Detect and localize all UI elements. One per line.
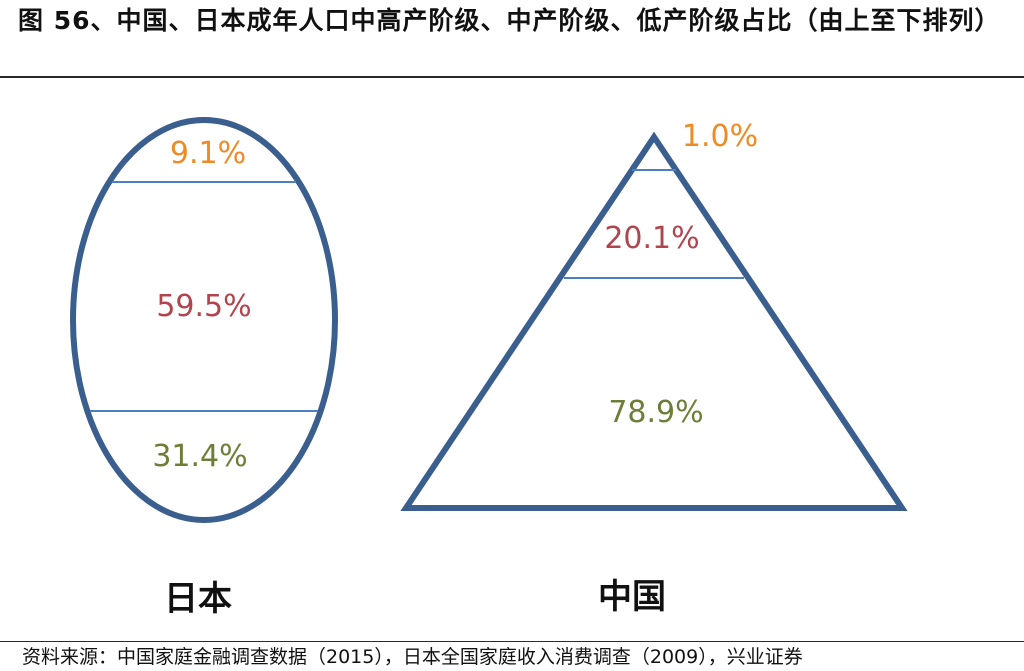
japan-diagram: 9.1% 59.5% 31.4% 日本 — [70, 117, 338, 619]
china-triangle — [400, 131, 908, 511]
japan-low-value: 31.4% — [152, 439, 247, 474]
china-low-value: 78.9% — [608, 395, 703, 430]
bottom-rule — [0, 641, 1024, 642]
top-rule — [0, 76, 1024, 78]
source-note: 资料来源：中国家庭金融调查数据（2015），日本全国家庭收入消费调查（2009）… — [22, 646, 803, 668]
japan-ellipse — [70, 117, 338, 523]
figure-title: 图 56、中国、日本成年人口中高产阶级、中产阶级、低产阶级占比（由上至下排列） — [18, 6, 1001, 35]
china-diagram: 1.0% 20.1% 78.9% 中国 — [400, 119, 908, 617]
china-middle-value: 20.1% — [604, 221, 699, 256]
japan-middle-value: 59.5% — [156, 289, 251, 324]
japan-high-value: 9.1% — [170, 136, 246, 171]
japan-label: 日本 — [164, 579, 232, 619]
china-label: 中国 — [598, 577, 666, 617]
china-high-value: 1.0% — [682, 119, 758, 154]
